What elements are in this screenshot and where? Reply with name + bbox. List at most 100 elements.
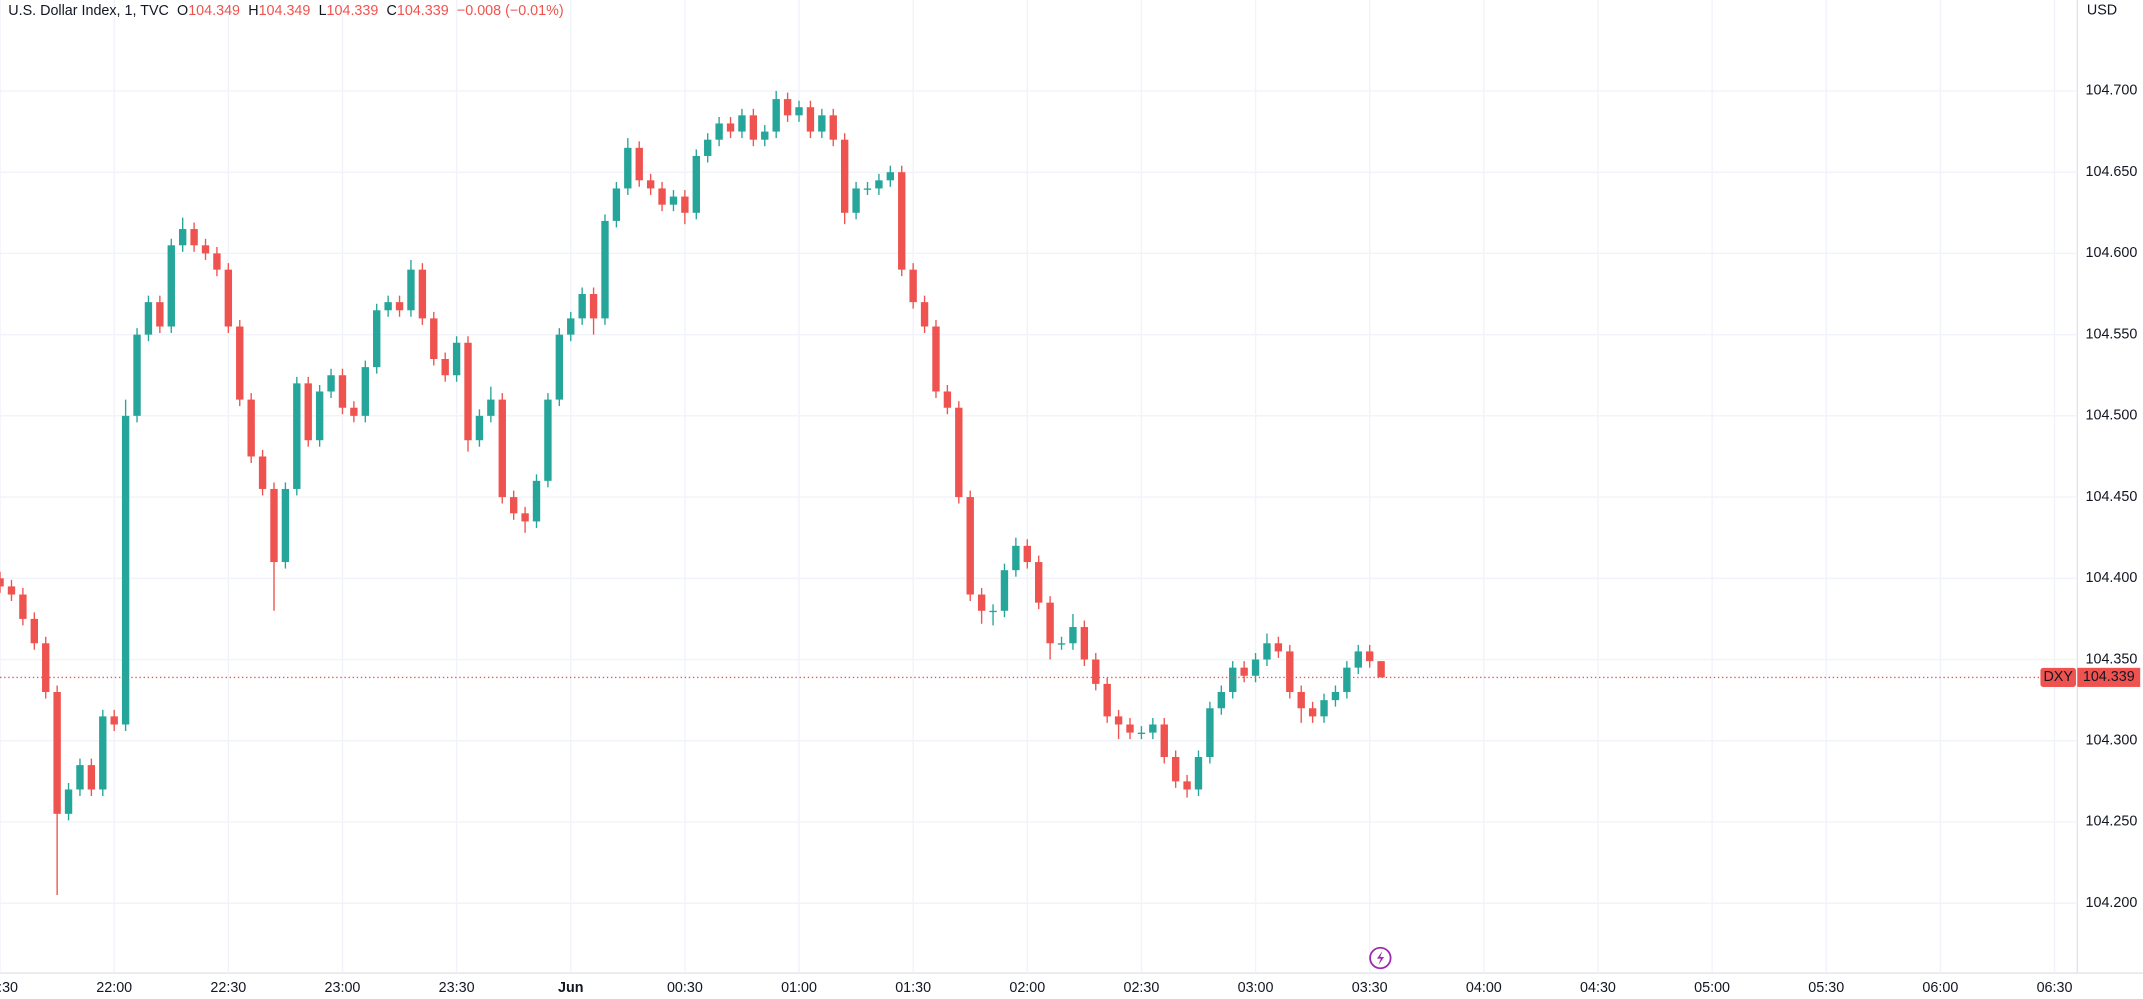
x-axis: 21:30 22:00 22:30 23:00 23:30 Jun 00:30 01:00 01… — [0, 980, 2072, 996]
x-tick-label: 21:30 — [0, 980, 18, 996]
candle-body — [1012, 545, 1020, 571]
candle-body — [76, 765, 84, 790]
candle-body — [201, 245, 210, 254]
y-tick-label: 104.500 — [2086, 408, 2138, 424]
candle-body — [1206, 708, 1214, 757]
candle-body — [361, 367, 369, 416]
candle-body — [863, 188, 872, 190]
event-icon[interactable] — [1369, 946, 1392, 970]
candle-body — [1103, 683, 1111, 717]
candle-body — [544, 399, 552, 481]
x-tick-label: 06:00 — [1922, 980, 1958, 996]
candle-body — [350, 407, 358, 416]
y-tick-label: 104.650 — [2086, 164, 2138, 180]
candle-body — [1343, 667, 1351, 693]
candle-body — [669, 196, 678, 205]
x-tick-label: 05:00 — [1694, 980, 1730, 996]
candle-body — [384, 302, 392, 311]
x-tick-label: 23:00 — [325, 980, 361, 996]
y-tick-label: 104.250 — [2086, 814, 2138, 830]
x-tick-label: 06:30 — [2037, 980, 2073, 996]
candle-body — [726, 123, 735, 132]
candle-body — [1331, 692, 1340, 701]
candle-body — [1297, 692, 1305, 709]
y-tick-label: 104.450 — [2086, 489, 2138, 505]
candle-body — [783, 99, 792, 116]
candle-body — [943, 391, 952, 408]
candle-body — [395, 302, 404, 311]
candle-body — [521, 513, 529, 522]
candle-body — [578, 294, 586, 319]
x-tick-label: 05:30 — [1808, 980, 1844, 996]
candle-body — [213, 253, 221, 270]
title: U.S. Dollar Index, 1, TVC — [8, 3, 169, 19]
candle-body — [920, 302, 929, 327]
candle-body — [1137, 732, 1146, 734]
candle-body — [886, 172, 895, 181]
x-tick-label: 03:30 — [1352, 980, 1388, 996]
candle-body — [1263, 643, 1271, 660]
candle-body — [818, 115, 826, 132]
candle-body — [875, 180, 883, 189]
price-tag-label: 104.339 — [2083, 669, 2135, 685]
candle-body — [829, 115, 837, 140]
legend-header: U.S. Dollar Index, 1, TVC O104.349 H104.34… — [8, 3, 563, 19]
y-tick-label: 104.400 — [2086, 570, 2138, 586]
candle-body — [704, 139, 712, 156]
candle-body — [1274, 643, 1283, 652]
x-tick-label: 04:30 — [1580, 980, 1616, 996]
ohlc-label: H — [248, 3, 258, 19]
candle-body — [110, 716, 118, 725]
candle-body — [658, 188, 666, 205]
candle-body — [1366, 651, 1374, 662]
candle-body — [293, 383, 301, 489]
candle-body — [30, 618, 38, 644]
candle-body — [1194, 756, 1203, 790]
candle-body — [1149, 724, 1157, 733]
candle-body — [121, 415, 130, 725]
candle-body — [99, 716, 107, 790]
candle-body — [475, 415, 484, 441]
ohlc-label: C — [387, 3, 397, 19]
candle-body — [236, 326, 244, 400]
candle-body — [258, 456, 267, 489]
candle-body — [646, 180, 655, 189]
candle-body — [487, 399, 495, 416]
candle-body — [19, 594, 27, 619]
candle-body — [977, 594, 986, 611]
candle-body — [304, 383, 312, 441]
change: −0.008 (−0.01%) — [457, 3, 564, 19]
candle-body — [190, 229, 198, 246]
candle-body — [452, 342, 461, 376]
candle-body — [42, 643, 50, 693]
candle-body — [772, 99, 780, 132]
candle-body — [612, 188, 621, 221]
ohlc-value: 104.339 — [397, 3, 449, 19]
candle-body — [509, 497, 518, 514]
ohlc-value: 104.349 — [259, 3, 311, 19]
candle-body — [1080, 627, 1089, 660]
x-tick-label: 01:00 — [781, 980, 817, 996]
ohlc-value: 104.339 — [327, 3, 379, 19]
candle-body — [247, 399, 255, 457]
x-tick-label: 03:00 — [1238, 980, 1274, 996]
candle-body — [795, 107, 803, 116]
candle-body — [738, 115, 746, 132]
candle-body — [624, 147, 632, 189]
x-tick-label: 23:30 — [439, 980, 475, 996]
currency: USD — [2087, 3, 2117, 19]
candle-body — [715, 123, 723, 140]
candle-body — [555, 334, 564, 400]
candle-body — [327, 375, 335, 392]
candle-body — [1023, 545, 1031, 563]
candle-body — [1069, 627, 1077, 644]
candle-body — [932, 326, 940, 392]
candle-body — [1377, 661, 1385, 678]
candle-body — [1046, 602, 1054, 644]
candle-body — [418, 269, 427, 319]
candle-body — [1320, 700, 1328, 717]
candle-body — [1240, 667, 1248, 676]
y-tick-label: 104.600 — [2086, 245, 2138, 261]
candle-body — [1114, 716, 1123, 725]
